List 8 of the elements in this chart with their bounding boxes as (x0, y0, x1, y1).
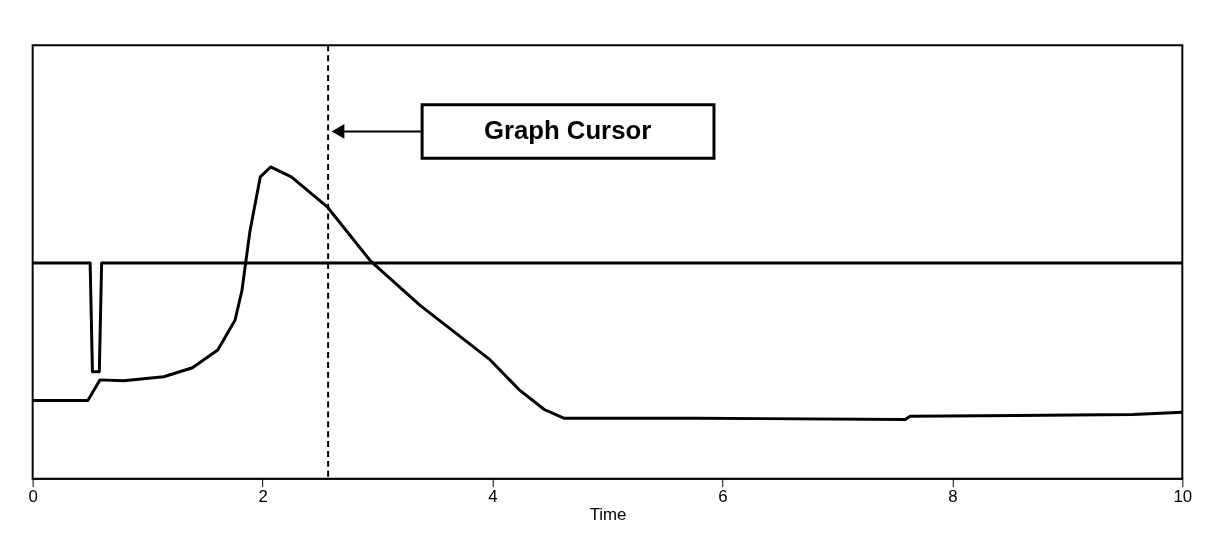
x-tick-label: 0 (28, 486, 38, 506)
x-tick-label: 8 (948, 486, 958, 506)
x-tick-label: 4 (488, 486, 498, 506)
x-tick-label: 6 (718, 486, 728, 506)
x-axis-title: Time (589, 504, 627, 524)
text: Graph Cursor (483, 116, 652, 145)
x-tick-label: 10 (1173, 486, 1193, 506)
x-tick-label: 2 (258, 486, 268, 506)
